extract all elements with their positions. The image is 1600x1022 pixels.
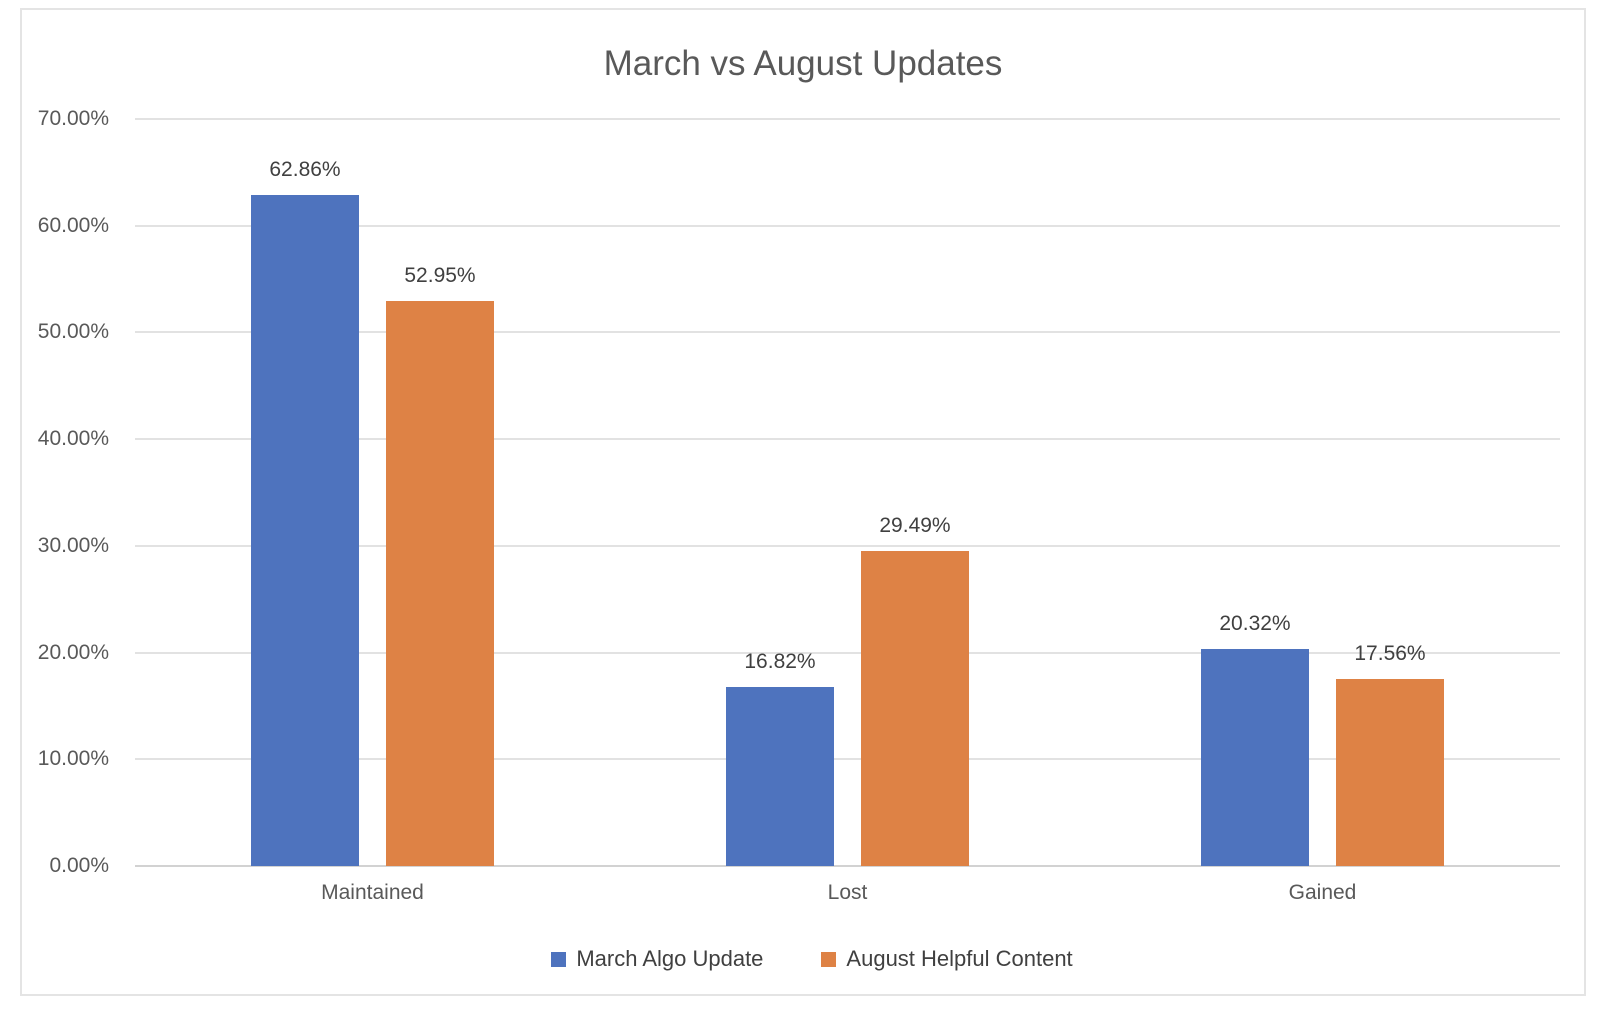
data-label-august-helpful-content-lost: 29.49% — [879, 514, 951, 538]
y-axis-tick-label: 70.00% — [37, 107, 109, 130]
bar-march-algo-update-lost — [726, 686, 834, 866]
gridline — [135, 651, 1560, 654]
legend-label-march-algo-update: March Algo Update — [576, 946, 764, 971]
legend-label-august-helpful-content: August Helpful Content — [846, 946, 1073, 971]
data-label-august-helpful-content-gained: 17.56% — [1354, 641, 1426, 665]
gridline — [135, 544, 1560, 547]
bar-august-helpful-content-lost — [861, 551, 969, 866]
chart-legend: March Algo Update August Helpful Content — [22, 946, 1600, 972]
y-axis-tick-label: 30.00% — [37, 533, 109, 557]
x-axis-line — [135, 865, 1560, 867]
x-axis-label-maintained: Maintained — [321, 881, 424, 904]
gridline — [135, 118, 1560, 120]
y-axis-tick-label: 60.00% — [37, 213, 109, 237]
bar-march-algo-update-gained — [1201, 649, 1309, 866]
y-axis-tick-label: 20.00% — [37, 640, 109, 664]
bar-august-helpful-content-maintained — [386, 300, 494, 866]
bar-march-algo-update-maintained — [251, 195, 359, 866]
plot-area: 0.00% 10.00% 20.00% 30.00% 40.00% 50.00% 60.00… — [22, 10, 1600, 1022]
legend-item-august-helpful-content: August Helpful Content — [821, 946, 1073, 972]
data-label-march-algo-update-maintained: 62.86% — [269, 158, 341, 182]
chart-container: March vs August Updates 0.00% 10.00% 20.00… — [20, 8, 1586, 996]
y-axis-tick-label: 0.00% — [49, 854, 109, 877]
gridline — [135, 224, 1560, 227]
bar-august-helpful-content-gained — [1336, 678, 1444, 866]
legend-swatch-march-algo-update — [551, 951, 567, 967]
x-axis-label-gained: Gained — [1288, 881, 1357, 904]
y-axis-tick-label: 50.00% — [37, 320, 109, 344]
y-axis-tick-label: 10.00% — [37, 747, 109, 771]
legend-item-march-algo-update: March Algo Update — [551, 946, 763, 972]
gridline — [135, 331, 1560, 334]
data-label-march-algo-update-gained: 20.32% — [1219, 612, 1291, 636]
legend-swatch-august-helpful-content — [821, 951, 837, 967]
x-axis-label-lost: Lost — [827, 881, 868, 904]
chart-title: March vs August Updates — [603, 44, 1003, 83]
data-label-march-algo-update-lost: 16.82% — [744, 649, 816, 673]
gridline — [135, 758, 1560, 761]
gridline — [135, 438, 1560, 441]
data-label-august-helpful-content-maintained: 52.95% — [404, 263, 476, 287]
y-axis-tick-label: 40.00% — [37, 427, 109, 451]
